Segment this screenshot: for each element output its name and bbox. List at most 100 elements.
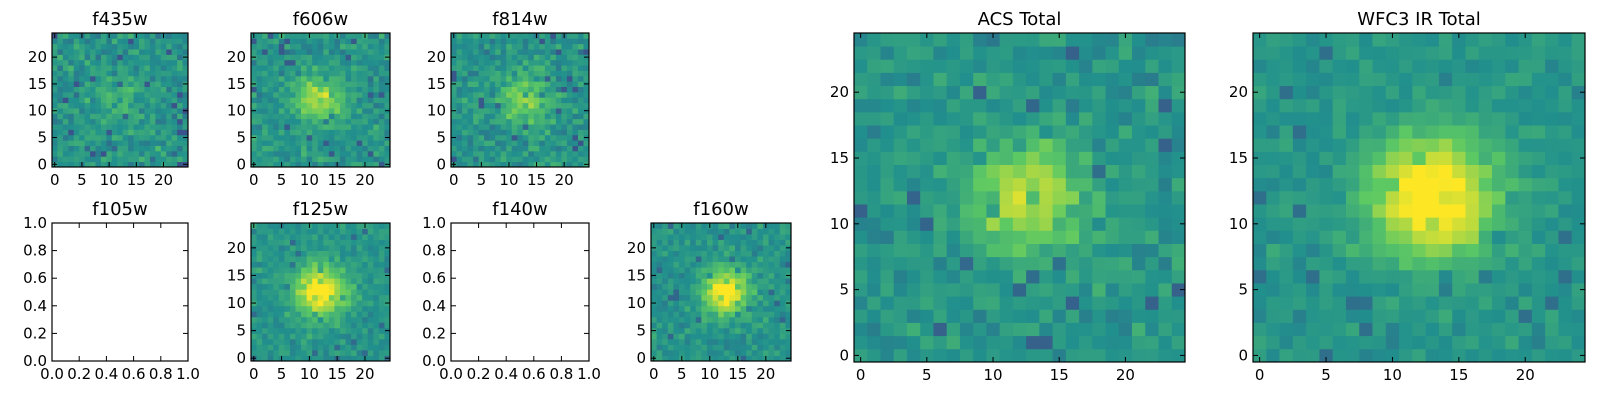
heatmap-cell (1372, 309, 1387, 323)
heatmap-cell (986, 111, 1001, 126)
heatmap-cell (1465, 309, 1480, 323)
heatmap-cell (295, 239, 302, 246)
heatmap-cell (1571, 85, 1586, 100)
heatmap-cell (90, 38, 96, 45)
heatmap-cell (295, 129, 302, 136)
heatmap-cell (893, 177, 908, 192)
heatmap-cell (701, 245, 708, 251)
heatmap-cell (128, 113, 134, 120)
heatmap-cell (723, 223, 730, 229)
heatmap-cell (462, 161, 468, 168)
heatmap-cell (1292, 348, 1307, 363)
heatmap-cell (1132, 217, 1146, 231)
heatmap-cell (451, 129, 457, 136)
heatmap-cell (746, 316, 753, 323)
heatmap-cell (149, 156, 156, 163)
heatmap-cell (1359, 309, 1373, 323)
heatmap-cell (362, 349, 369, 356)
heatmap-cell (312, 239, 319, 246)
heatmap-cell (539, 54, 546, 61)
heatmap-cell (701, 234, 708, 240)
heatmap-cell (133, 145, 140, 152)
heatmap-cell (312, 228, 319, 235)
heatmap-cell (718, 327, 725, 334)
heatmap-cell (267, 322, 274, 329)
heatmap-cell (301, 75, 307, 82)
heatmap-cell (139, 33, 145, 39)
heatmap-cell (166, 65, 173, 71)
heatmap-cell (684, 311, 691, 318)
heatmap-cell (312, 81, 319, 87)
heatmap-cell (1332, 59, 1347, 73)
heatmap-cell (478, 97, 485, 104)
heatmap-cell (718, 349, 725, 356)
heatmap-cell (278, 54, 285, 61)
heatmap-cell (68, 59, 75, 66)
heatmap-cell (289, 156, 296, 163)
heatmap-cell (284, 75, 291, 82)
heatmap-cell (933, 85, 948, 100)
heatmap-cell (1319, 217, 1334, 231)
x-tick-label: 10 (100, 171, 119, 189)
heatmap-cell (306, 102, 313, 109)
heatmap-cell (323, 124, 330, 130)
heatmap-cell (774, 223, 781, 229)
heatmap-cell (768, 234, 775, 240)
heatmap-cell (1412, 164, 1427, 179)
heatmap-cell (306, 311, 313, 318)
heatmap-cell (746, 333, 753, 340)
heatmap-cell (511, 33, 518, 39)
heatmap-cell (561, 86, 568, 93)
heatmap-cell (662, 267, 669, 274)
heatmap-cell (735, 245, 741, 251)
heatmap-cell (289, 59, 296, 66)
heatmap-cell (933, 335, 948, 350)
heatmap-cell (489, 38, 496, 45)
heatmap-cell (273, 327, 280, 334)
heatmap-cell (906, 217, 921, 231)
heatmap-cell (267, 65, 274, 71)
heatmap-cell (328, 245, 335, 251)
y-tick-label: 10 (427, 102, 446, 120)
heatmap-cell (1092, 151, 1106, 165)
heatmap-cell (378, 305, 385, 312)
heatmap-cell (478, 124, 485, 130)
heatmap-cell (301, 234, 307, 240)
heatmap-cell (128, 86, 134, 93)
heatmap-cell (779, 234, 786, 240)
heatmap-cell (774, 333, 781, 340)
heatmap-cell (262, 118, 269, 125)
heatmap-cell (735, 261, 741, 268)
axes-frame (250, 222, 391, 362)
heatmap-cell (1012, 335, 1027, 350)
heatmap-cell (1465, 335, 1480, 350)
heatmap-cell (312, 289, 319, 296)
heatmap-cell (729, 228, 736, 235)
heatmap-cell (946, 217, 961, 231)
heatmap-cell (1026, 85, 1040, 100)
heatmap-cell (139, 70, 145, 77)
heatmap-cell (52, 38, 58, 45)
heatmap-cell (867, 164, 881, 179)
heatmap-cell (751, 355, 758, 362)
heatmap-cell (373, 250, 380, 257)
heatmap-cell (284, 311, 291, 318)
heatmap-cell (1545, 269, 1559, 284)
heatmap-cell (339, 245, 346, 251)
heatmap-cell (328, 86, 335, 93)
heatmap-cell (144, 113, 151, 120)
heatmap-cell (684, 294, 691, 301)
heatmap-cell (328, 327, 335, 334)
heatmap-cell (1385, 269, 1400, 284)
heatmap-cell (1158, 98, 1173, 113)
heatmap-cell (690, 239, 697, 246)
heatmap-cell (763, 272, 769, 279)
heatmap-cell (751, 267, 758, 274)
heatmap-cell (1306, 322, 1320, 337)
heatmap-cell (506, 54, 513, 61)
heatmap-cell (906, 125, 921, 139)
heatmap-cell (345, 113, 352, 120)
heatmap-cell (723, 256, 730, 263)
heatmap-cell (456, 140, 463, 146)
heatmap-cell (267, 289, 274, 296)
